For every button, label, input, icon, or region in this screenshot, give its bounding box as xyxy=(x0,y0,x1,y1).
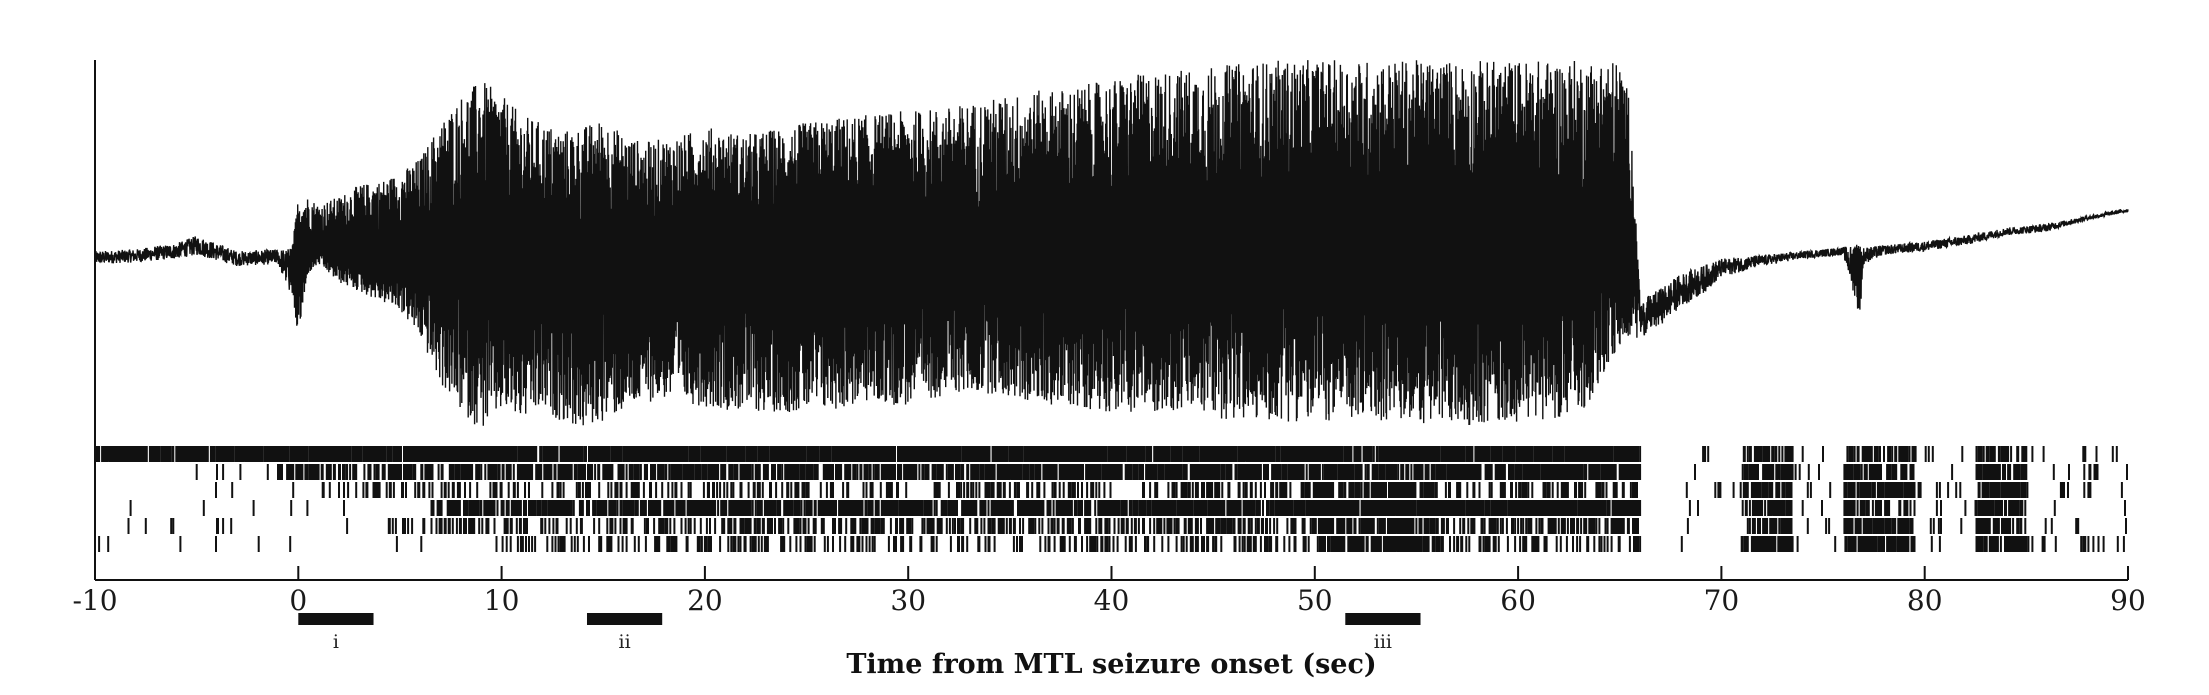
x-tick-label: 40 xyxy=(1094,584,1130,617)
spike-raster xyxy=(94,446,2128,552)
period-label: iii xyxy=(1374,631,1392,653)
x-axis-ticks: -10 0 10 20 30 40 50 60 70 80 90 xyxy=(72,566,2146,617)
lfp-line xyxy=(94,60,2129,426)
x-tick-label: 20 xyxy=(687,584,723,617)
lfp-trace xyxy=(94,60,2129,426)
period-bar xyxy=(1345,613,1421,625)
x-tick-label: 0 xyxy=(289,584,307,617)
period-bar xyxy=(586,613,663,625)
x-tick-label: -10 xyxy=(72,584,117,617)
raster-row xyxy=(195,464,2128,480)
period-label: i xyxy=(333,631,339,653)
x-tick-label: 70 xyxy=(1704,584,1740,617)
x-tick-label: 80 xyxy=(1907,584,1943,617)
raster-row xyxy=(215,482,2123,498)
x-tick-label: 50 xyxy=(1297,584,1333,617)
x-tick-label: 30 xyxy=(890,584,926,617)
x-tick-label: 60 xyxy=(1500,584,1536,617)
raster-row xyxy=(129,500,2126,516)
x-axis-label: Time from MTL seizure onset (sec) xyxy=(846,649,1376,680)
raster-row xyxy=(94,446,2118,462)
period-bar xyxy=(298,613,374,625)
x-tick-label: 10 xyxy=(484,584,520,617)
period-label: ii xyxy=(619,631,631,653)
analysis-periods: i ii iii xyxy=(298,613,1421,653)
x-tick-label: 90 xyxy=(2110,584,2146,617)
raster-row xyxy=(98,536,2125,552)
raster-row xyxy=(127,518,2127,534)
